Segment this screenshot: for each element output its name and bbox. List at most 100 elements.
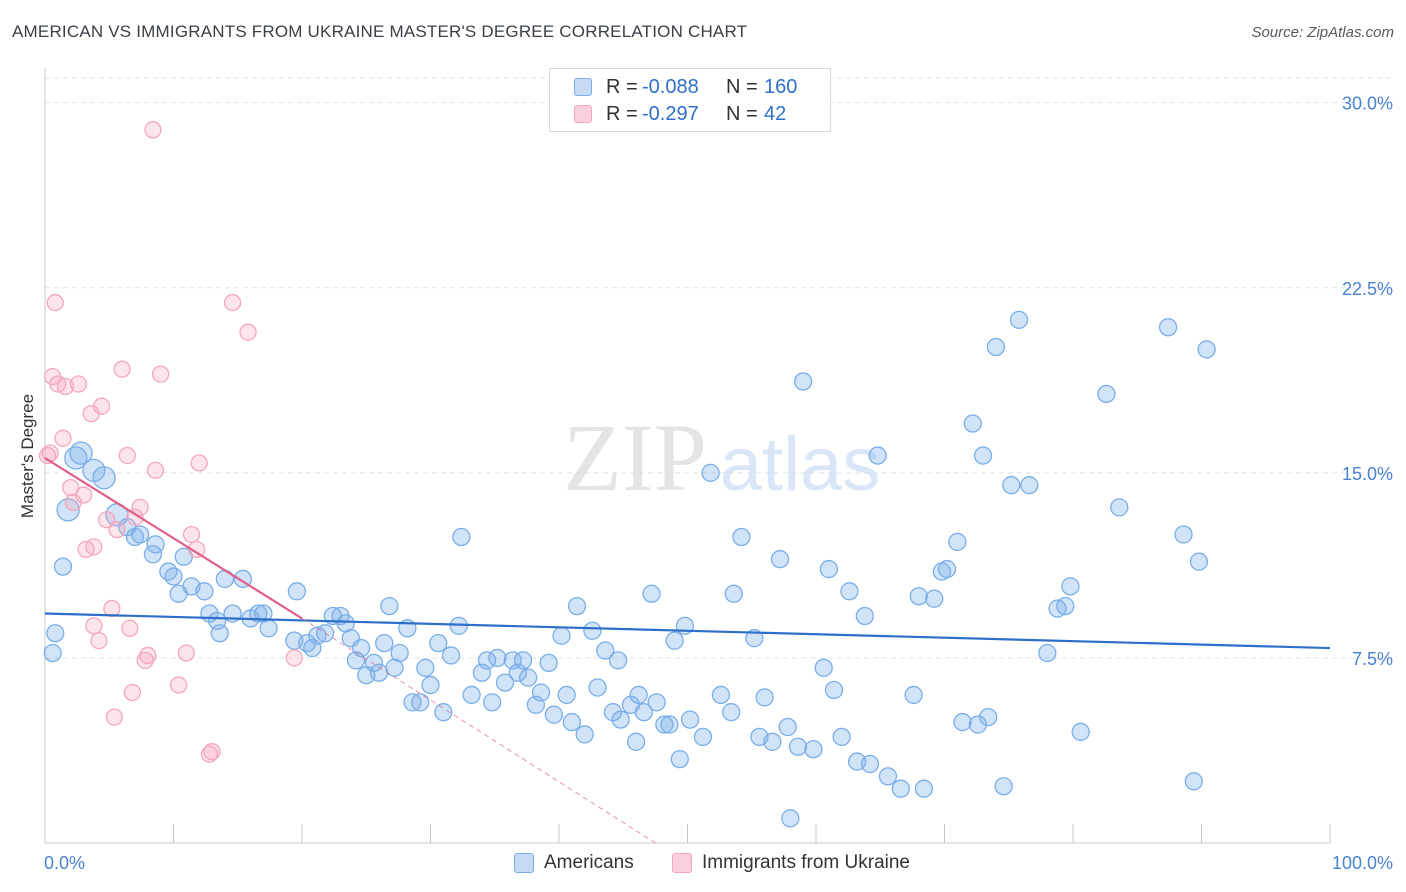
ukraine-point <box>74 486 93 504</box>
americans-trend-line <box>44 612 1331 650</box>
americans-point <box>660 715 679 734</box>
ukraine-point <box>121 619 139 637</box>
americans-point <box>629 685 648 705</box>
americans-point <box>519 668 538 687</box>
americans-point <box>608 651 628 670</box>
americans-legend-label: Americans <box>544 852 634 873</box>
americans-point <box>840 582 859 601</box>
bottom-legend-americans: Americans <box>514 852 634 874</box>
americans-points <box>43 310 1216 828</box>
americans-point <box>531 683 551 702</box>
ukraine-point <box>62 478 80 497</box>
americans-point <box>693 727 713 747</box>
ukraine-point <box>118 446 136 465</box>
bottom-legend-ukraine: Immigrants from Ukraine <box>672 852 910 874</box>
ukraine-point <box>38 446 57 465</box>
americans-point <box>390 643 409 663</box>
americans-point <box>416 658 435 677</box>
americans-point <box>937 559 957 579</box>
americans-point <box>369 663 389 682</box>
americans-point <box>1061 577 1080 596</box>
ukraine-point <box>182 525 201 544</box>
ukraine-point <box>187 540 206 558</box>
chart-title: AMERICAN VS IMMIGRANTS FROM UKRAINE MAST… <box>12 22 748 41</box>
americans-point <box>552 626 571 645</box>
americans-point <box>1002 476 1021 495</box>
americans-point <box>575 725 594 744</box>
ukraine-point <box>123 683 142 702</box>
ukraine-point <box>85 617 103 635</box>
americans-point <box>351 638 371 658</box>
ukraine-point <box>113 360 131 378</box>
ukraine-point <box>144 121 162 139</box>
ukraine-point <box>108 520 126 539</box>
americans-point <box>567 596 587 616</box>
ukraine-trend-line <box>44 457 303 620</box>
americans-point <box>562 712 581 732</box>
y-tick-label: 15.0% <box>1342 464 1393 484</box>
americans-point <box>557 685 576 705</box>
ukraine-point <box>139 646 157 665</box>
americans-point <box>860 754 880 774</box>
ukraine-legend-label: Immigrants from Ukraine <box>702 852 910 873</box>
americans-point <box>583 621 602 640</box>
americans-point <box>1189 552 1209 571</box>
trend-lines <box>44 457 1331 844</box>
americans-point <box>411 693 430 712</box>
americans-point <box>904 685 923 705</box>
ukraine-point <box>239 323 257 341</box>
americans-point <box>462 685 481 705</box>
americans-point <box>824 680 844 700</box>
ukraine-point <box>85 538 103 556</box>
y-tick-label: 30.0% <box>1342 94 1393 114</box>
legend-row-americans: R = -0.088 N = 160 <box>574 74 797 100</box>
y-tick-label: 7.5% <box>1352 649 1393 669</box>
americans-point <box>1097 384 1116 404</box>
americans-point <box>819 559 838 579</box>
americans-point <box>1009 310 1029 329</box>
ukraine-point <box>223 293 242 312</box>
n-label: N = <box>726 102 758 125</box>
americans-point <box>804 740 823 759</box>
americans-point <box>788 737 808 756</box>
americans-point <box>680 710 700 729</box>
americans-point <box>925 589 944 608</box>
americans-point <box>665 631 684 650</box>
americans-point <box>69 441 93 465</box>
ukraine-point <box>136 651 154 670</box>
legend-row-ukraine: R = -0.297 N = 42 <box>574 101 786 127</box>
americans-point <box>814 658 833 677</box>
x-tick-label-max: 100.0% <box>1332 853 1393 873</box>
americans-point <box>655 715 674 734</box>
americans-point <box>46 624 65 643</box>
americans-point <box>986 337 1006 357</box>
ukraine-point <box>146 461 165 480</box>
americans-point <box>701 463 720 482</box>
correlation-legend: R = -0.088 N = 160 R = -0.297 N = 42 <box>549 68 831 132</box>
ukraine-point <box>190 454 208 472</box>
americans-point <box>434 703 453 722</box>
americans-point <box>603 703 623 722</box>
ukraine-point <box>46 293 64 312</box>
americans-point <box>647 693 666 712</box>
americans-n-value: 160 <box>764 75 798 98</box>
americans-point <box>868 446 887 465</box>
ukraine-point <box>105 708 124 726</box>
ukraine-r-value: -0.297 <box>642 102 699 125</box>
americans-point <box>1197 340 1216 359</box>
ukraine-point <box>203 743 221 761</box>
americans-point <box>483 693 502 712</box>
americans-point <box>778 717 797 737</box>
y-axis-label: Master's Degree <box>18 393 37 519</box>
americans-point <box>909 587 928 606</box>
watermark-atlas: atlas <box>720 422 881 507</box>
r-label: R = <box>606 102 638 125</box>
ukraine-point <box>177 644 196 662</box>
americans-point <box>973 446 993 465</box>
n-label: N = <box>726 75 758 98</box>
americans-point <box>146 535 165 554</box>
ukraine-point <box>54 429 72 447</box>
americans-point <box>403 693 422 712</box>
americans-point <box>513 651 533 670</box>
